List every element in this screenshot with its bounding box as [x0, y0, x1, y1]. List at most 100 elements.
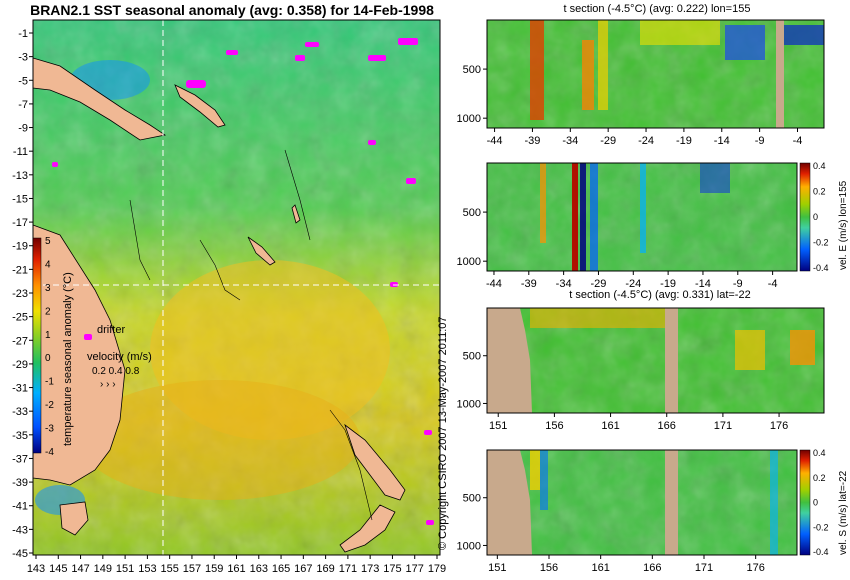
new-zealand-south-land — [339, 504, 396, 553]
section-y-tick-label: 500 — [463, 64, 481, 76]
vel-colorbar-tick-label: 0.2 — [813, 187, 826, 197]
section-x-tick-label: -24 — [638, 135, 654, 147]
lon-section-title: t section (-4.5°C) (avg: 0.222) lon=155 — [564, 3, 751, 15]
section-x-tick-label: 151 — [489, 420, 507, 432]
map-y-tick-label: -11 — [13, 146, 28, 158]
map-y-tick-label: -35 — [12, 430, 28, 442]
vel-colorbar-tick-label: 0.2 — [813, 473, 826, 483]
bathymetry-block — [487, 450, 532, 555]
sst-colorbar-tick-label: 5 — [45, 236, 51, 247]
velocity-band — [640, 163, 646, 253]
warm-anomaly-south — [80, 380, 360, 500]
section-x-tick-label: 166 — [658, 420, 676, 432]
sst-colorbar-tick-label: 4 — [45, 259, 51, 270]
section-x-tick-label: -9 — [755, 135, 765, 147]
sst-colorbar-tick-label: 3 — [45, 283, 51, 294]
map-y-tick-label: -1 — [18, 28, 28, 40]
vel-colorbar-tick-label: -0.2 — [813, 522, 829, 532]
section-axes: -44 -39 -34 -29 -24 -19 -14 -9 -4 500 1000 -44 -39 -3… — [457, 64, 829, 574]
map-x-tick-label: 161 — [227, 563, 245, 575]
sst-colorbar-tick-label: 0 — [45, 353, 51, 364]
map-y-tick-label: -23 — [12, 288, 28, 300]
warm-band — [598, 20, 608, 110]
bathymetry-block — [487, 308, 532, 413]
section-panels: t section (-4.5°C) (avg: 0.222) lon=155 … — [457, 3, 849, 574]
lon-vel-section — [486, 162, 811, 272]
section-x-tick-label: -4 — [768, 278, 778, 290]
map-y-tick-label: -41 — [12, 501, 28, 513]
map-x-tick-label: 169 — [316, 563, 334, 575]
section-x-tick-label: 176 — [770, 420, 788, 432]
drifter-marker — [186, 80, 206, 88]
copyright-text: © Copyright CSIRO 2007 13-May-2007 2011:… — [437, 316, 449, 550]
section-x-tick-label: -19 — [676, 135, 692, 147]
drifter-legend-marker — [84, 334, 92, 340]
sst-colorbar-ticks: 5 4 3 2 1 0 -1 -2 -3 -4 — [45, 236, 54, 458]
map-y-tick-label: -19 — [12, 241, 28, 253]
map-x-tick-label: 157 — [183, 563, 201, 575]
map-y-tick-label: -13 — [12, 170, 28, 182]
section-frame — [486, 307, 825, 414]
map-y-tick-label: -27 — [12, 335, 28, 347]
vel-colorbar-tick-label: -0.4 — [813, 547, 829, 557]
drifter-marker — [368, 55, 386, 61]
section-x-tick-label: 176 — [746, 562, 764, 574]
vanuatu-land — [291, 204, 301, 224]
map-x-tick-label: 155 — [160, 563, 178, 575]
drifter-label: drifter — [97, 324, 125, 336]
section-x-tick-label: -39 — [524, 135, 540, 147]
map-x-tick-label: 167 — [294, 563, 312, 575]
velocity-band — [540, 163, 546, 243]
section-frame — [486, 19, 825, 129]
tasmania-land — [59, 501, 89, 536]
velocity-values: 0.2 0.4 0.8 — [92, 366, 140, 377]
map-x-tick-label: 171 — [339, 563, 357, 575]
vel-colorbar-tick-label: 0.4 — [813, 161, 826, 171]
map-y-tick-label: -45 — [12, 548, 28, 560]
section-y-tick-label: 500 — [463, 493, 481, 505]
vel-colorbar-tick-label: -0.2 — [813, 238, 829, 248]
velocity-band — [590, 163, 598, 271]
section-x-tick-label: -34 — [562, 135, 578, 147]
lat-vel-section — [486, 449, 811, 556]
section-x-tick-label: 151 — [488, 562, 506, 574]
map-x-tick-label: 179 — [428, 563, 446, 575]
section-frame — [486, 162, 798, 272]
section-y-tick-label: 1000 — [457, 540, 481, 552]
bathymetry-contour — [129, 149, 373, 521]
drifter-marker — [226, 50, 238, 55]
velocity-band — [770, 450, 778, 555]
drifter-marker — [398, 38, 418, 45]
map-x-tick-label: 165 — [272, 563, 290, 575]
velocity-band — [540, 450, 548, 510]
map-y-tick-label: -33 — [12, 406, 28, 418]
map-x-axis: 143 145 147 149 151 153 155 157 159 161 163 165 167 1… — [27, 555, 446, 575]
vel-e-colorbar — [799, 162, 811, 272]
drifter-marker — [305, 42, 319, 47]
sst-colorbar-tick-label: -3 — [45, 424, 54, 435]
vel-s-colorbar-label: vel. S (m/s) lat=-22 — [838, 470, 849, 555]
section-x-tick-label: 156 — [545, 420, 563, 432]
sst-colorbar — [32, 237, 42, 454]
map-y-axis: -1 -3 -5 -7 -9 -11 -13 -15 -17 -19 -21 -23 -25 -27 -29… — [12, 28, 33, 560]
sst-colorbar-tick-label: 2 — [45, 306, 51, 317]
drifter-marker — [426, 520, 434, 525]
section-x-tick-label: 161 — [601, 420, 619, 432]
section-x-tick-label: -44 — [487, 135, 503, 147]
new-zealand-north-land — [344, 423, 406, 501]
map-x-tick-label: 153 — [138, 563, 156, 575]
drifter-markers — [52, 38, 434, 525]
section-x-tick-label: -4 — [793, 135, 803, 147]
map-y-tick-label: -37 — [12, 453, 28, 465]
sst-colorbar-label: temperature seasonal anomaly (°C) — [62, 272, 74, 446]
velocity-arrows: › › › — [100, 379, 116, 390]
section-y-tick-label: 500 — [463, 207, 481, 219]
warm-band — [790, 330, 815, 365]
map-x-tick-label: 173 — [361, 563, 379, 575]
map-y-tick-label: -15 — [12, 193, 28, 205]
section-x-tick-label: -24 — [625, 278, 641, 290]
warm-band — [530, 308, 670, 328]
map-y-tick-label: -25 — [12, 312, 28, 324]
bathymetry-block — [665, 308, 678, 413]
map-y-tick-label: -31 — [12, 383, 28, 395]
